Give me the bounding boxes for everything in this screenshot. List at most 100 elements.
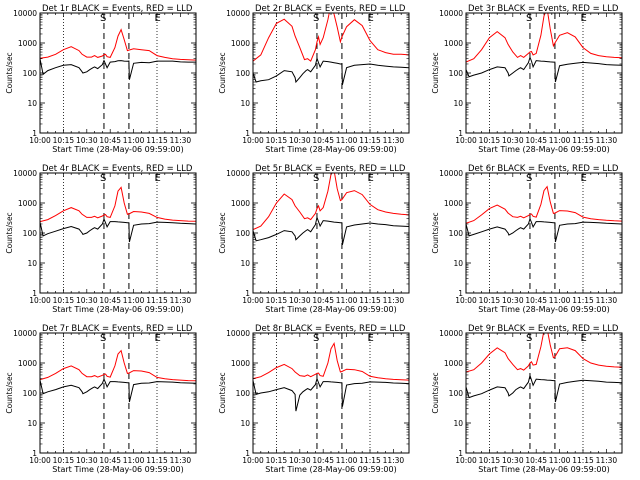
series-line-lld	[40, 186, 196, 223]
marker-label-s: S	[100, 13, 106, 24]
x-tick-label: 10:15	[53, 136, 75, 145]
series-line-events	[40, 58, 196, 80]
x-tick-label: 10:00	[242, 456, 264, 465]
series-line-events	[253, 56, 409, 86]
y-tick-label: 1	[458, 289, 463, 298]
series-line-lld	[253, 173, 409, 231]
marker-label-e: E	[368, 173, 374, 184]
x-axis-label: Start Time (28-May-06 09:59:00)	[265, 145, 396, 154]
panel-title: Det 8r BLACK = Events, RED = LLD	[255, 324, 406, 334]
x-tick-label: 10:30	[76, 296, 98, 305]
marker-label-e: E	[581, 333, 587, 344]
y-tick-label: 10	[453, 99, 463, 108]
y-tick-label: 10	[27, 99, 37, 108]
x-tick-label: 11:15	[572, 136, 594, 145]
y-tick-label: 10000	[13, 329, 37, 338]
y-tick-label: 100	[236, 229, 251, 238]
x-tick-label: 11:30	[170, 136, 192, 145]
x-tick-label: 11:15	[359, 136, 381, 145]
x-tick-label: 11:30	[383, 456, 405, 465]
y-tick-label: 1000	[444, 199, 463, 208]
x-tick-label: 10:30	[289, 136, 311, 145]
x-tick-label: 10:00	[455, 296, 477, 305]
y-tick-label: 1	[458, 129, 463, 138]
y-tick-label: 100	[449, 229, 464, 238]
y-tick-label: 10000	[226, 169, 250, 178]
series-line-lld	[253, 13, 409, 62]
x-tick-label: 10:00	[29, 456, 51, 465]
y-tick-label: 10	[27, 419, 37, 428]
x-tick-label: 10:15	[53, 296, 75, 305]
panel-title: Det 3r BLACK = Events, RED = LLD	[468, 4, 619, 14]
marker-label-s: S	[100, 173, 106, 184]
y-axis-label: Counts/sec	[218, 212, 227, 253]
marker-label-s: S	[100, 333, 106, 344]
x-axis-label: Start Time (28-May-06 09:59:00)	[265, 465, 396, 474]
panel-title: Det 2r BLACK = Events, RED = LLD	[255, 4, 406, 14]
x-tick-label: 11:15	[146, 456, 168, 465]
series-line-events	[466, 55, 622, 83]
x-tick-label: 10:15	[266, 456, 288, 465]
y-tick-label: 100	[236, 389, 251, 398]
x-tick-label: 10:00	[455, 456, 477, 465]
x-tick-label: 11:15	[572, 296, 594, 305]
y-tick-label: 1	[32, 449, 37, 458]
series-line-events	[40, 377, 196, 403]
x-tick-label: 11:00	[549, 136, 571, 145]
x-tick-label: 10:45	[312, 456, 334, 465]
x-tick-label: 10:30	[289, 456, 311, 465]
y-tick-label: 1000	[231, 39, 250, 48]
y-tick-label: 1000	[231, 199, 250, 208]
x-tick-label: 10:15	[266, 136, 288, 145]
marker-label-e: E	[581, 173, 587, 184]
x-tick-label: 10:30	[289, 296, 311, 305]
marker-label-s: S	[313, 173, 319, 184]
y-axis-label: Counts/sec	[431, 212, 440, 253]
series-line-lld	[466, 333, 622, 373]
y-tick-label: 100	[23, 229, 38, 238]
x-tick-label: 11:15	[359, 456, 381, 465]
x-tick-label: 10:15	[479, 136, 501, 145]
series-line-lld	[40, 28, 196, 61]
y-tick-label: 1000	[444, 39, 463, 48]
x-tick-label: 10:00	[242, 136, 264, 145]
x-tick-label: 10:30	[502, 296, 524, 305]
x-tick-label: 11:30	[596, 456, 618, 465]
x-axis-label: Start Time (28-May-06 09:59:00)	[52, 465, 183, 474]
x-tick-label: 11:00	[336, 456, 358, 465]
marker-label-s: S	[313, 13, 319, 24]
y-tick-label: 10000	[439, 329, 463, 338]
x-tick-label: 10:15	[53, 456, 75, 465]
x-tick-label: 11:15	[146, 136, 168, 145]
x-tick-label: 10:30	[502, 456, 524, 465]
y-axis-label: Counts/sec	[431, 372, 440, 413]
y-axis-label: Counts/sec	[5, 372, 14, 413]
x-tick-label: 11:00	[549, 296, 571, 305]
x-tick-label: 10:45	[312, 296, 334, 305]
marker-label-s: S	[526, 13, 532, 24]
panel-title: Det 5r BLACK = Events, RED = LLD	[255, 164, 406, 174]
series-line-lld	[466, 13, 622, 63]
x-tick-label: 11:15	[146, 296, 168, 305]
x-tick-label: 11:00	[123, 136, 145, 145]
y-tick-label: 1	[245, 129, 250, 138]
panel-title: Det 1r BLACK = Events, RED = LLD	[42, 4, 193, 14]
x-tick-label: 11:00	[336, 296, 358, 305]
x-tick-label: 10:45	[99, 456, 121, 465]
y-tick-label: 1	[245, 449, 250, 458]
y-tick-label: 1000	[18, 359, 37, 368]
series-line-lld	[466, 185, 622, 224]
y-axis-label: Counts/sec	[431, 52, 440, 93]
series-line-events	[253, 377, 409, 412]
y-axis-label: Counts/sec	[5, 212, 14, 253]
x-tick-label: 11:00	[123, 456, 145, 465]
series-line-events	[466, 373, 622, 403]
x-tick-label: 10:15	[479, 296, 501, 305]
y-tick-label: 10	[240, 99, 250, 108]
